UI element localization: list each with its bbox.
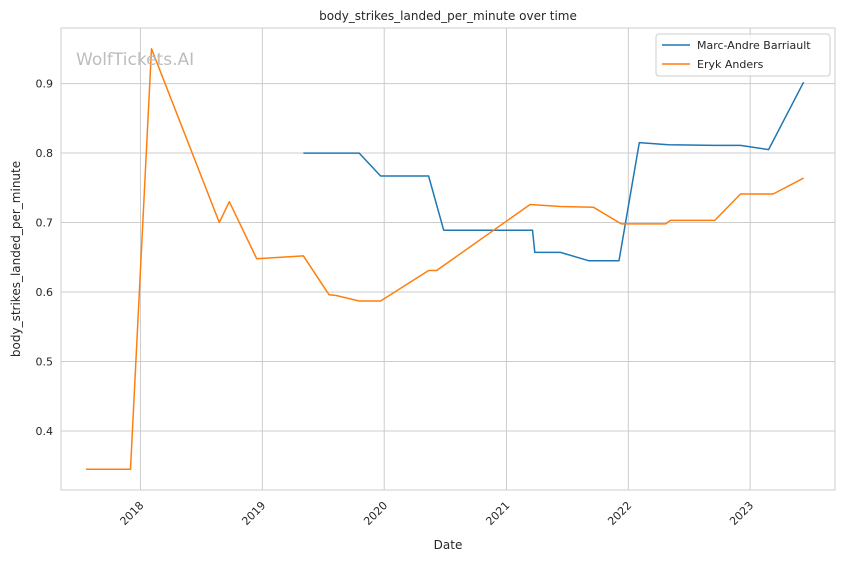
y-axis-title: body_strikes_landed_per_minute (9, 161, 23, 357)
legend: Marc-Andre Barriault Eryk Anders (655, 33, 831, 77)
legend-label-0: Marc-Andre Barriault (697, 39, 811, 52)
series-line-0 (303, 81, 805, 262)
grid (61, 28, 835, 490)
plot-frame (60, 27, 836, 491)
y-tick-label: 0.8 (36, 147, 54, 160)
y-tick-label: 0.4 (36, 425, 54, 438)
y-tick-label: 0.9 (36, 78, 54, 91)
y-tick-label: 0.5 (36, 355, 54, 368)
x-axis-title: Date (434, 538, 463, 552)
watermark: WolfTickets.AI (76, 50, 194, 70)
chart-title: body_strikes_landed_per_minute over time (319, 9, 577, 23)
legend-label-1: Eryk Anders (697, 58, 764, 71)
y-axis-ticks: 0.4 0.5 0.6 0.7 0.8 0.9 (36, 78, 54, 438)
y-tick-label: 0.6 (36, 286, 54, 299)
series-line-1 (86, 48, 804, 470)
series-lines (86, 48, 805, 470)
legend-box (655, 33, 831, 77)
y-tick-label: 0.7 (36, 217, 54, 230)
